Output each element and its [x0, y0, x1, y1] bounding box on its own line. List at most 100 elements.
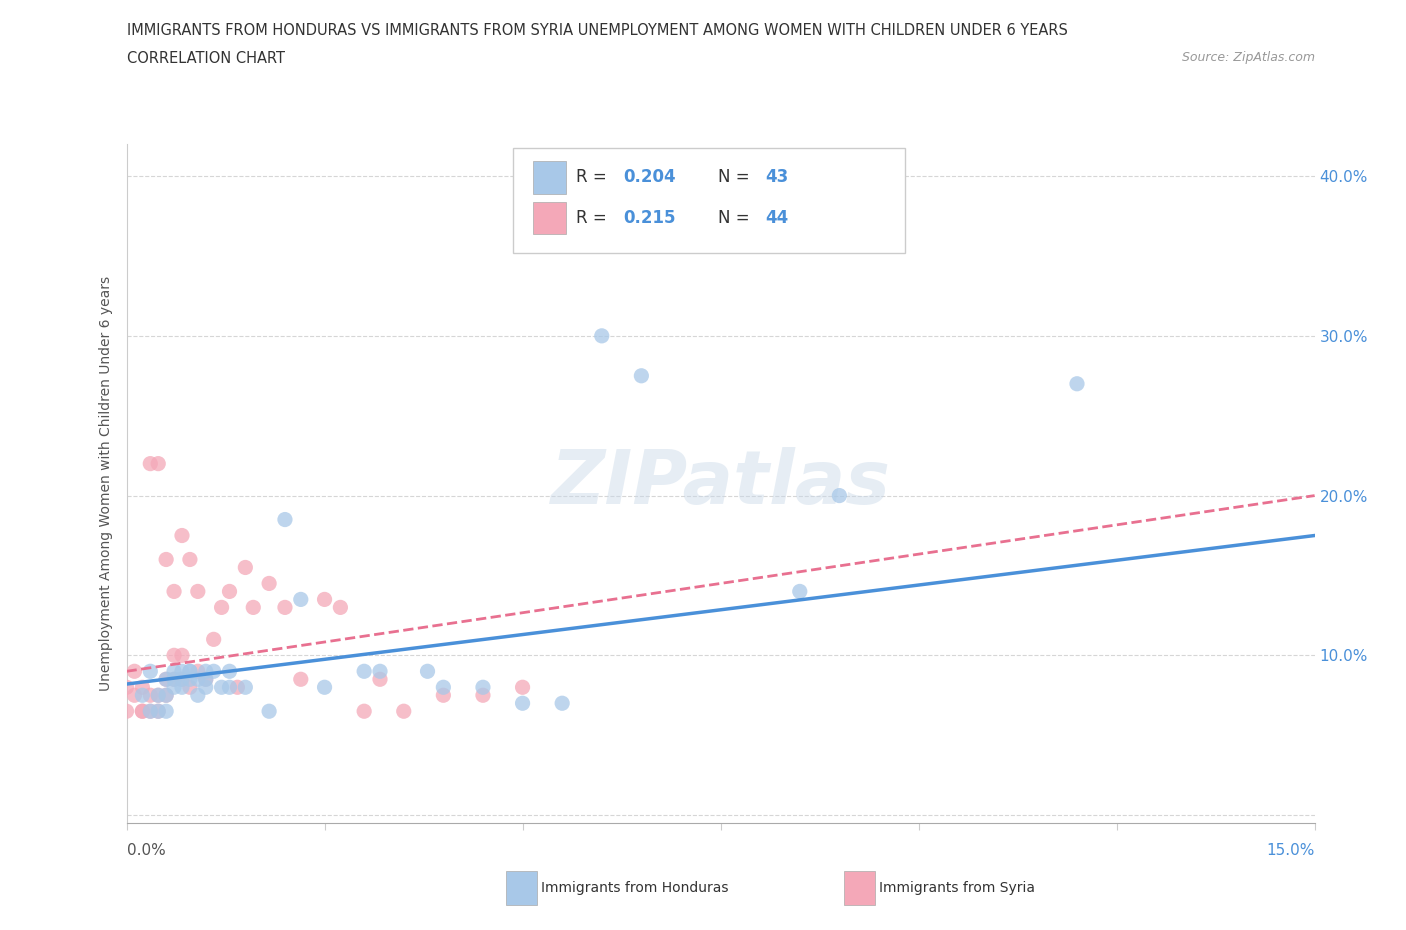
Text: 43: 43: [766, 168, 789, 186]
Point: [353, 664, 375, 679]
Point: [139, 688, 162, 703]
Point: [290, 592, 312, 607]
Point: [115, 704, 138, 719]
Point: [218, 664, 240, 679]
Text: 0.204: 0.204: [623, 168, 676, 186]
Point: [170, 671, 193, 686]
Point: [218, 584, 240, 599]
Point: [131, 704, 153, 719]
Point: [187, 584, 209, 599]
Point: [139, 457, 162, 472]
Point: [233, 560, 256, 575]
Text: R =: R =: [575, 209, 612, 227]
Text: Immigrants from Syria: Immigrants from Syria: [879, 881, 1035, 896]
Point: [353, 704, 375, 719]
Point: [416, 664, 439, 679]
Point: [187, 664, 209, 679]
Point: [115, 680, 138, 695]
Point: [314, 592, 336, 607]
Y-axis label: Unemployment Among Women with Children Under 6 years: Unemployment Among Women with Children U…: [100, 276, 114, 691]
Point: [155, 671, 177, 686]
Point: [194, 680, 217, 695]
Point: [194, 671, 217, 686]
Point: [194, 664, 217, 679]
Point: [155, 552, 177, 567]
Text: 0.0%: 0.0%: [127, 844, 166, 858]
Point: [131, 704, 153, 719]
Point: [202, 631, 225, 646]
Text: 0.215: 0.215: [623, 209, 676, 227]
Point: [242, 600, 264, 615]
Point: [155, 688, 177, 703]
Point: [274, 512, 297, 527]
Point: [179, 664, 201, 679]
Point: [163, 584, 186, 599]
Point: [187, 671, 209, 686]
Point: [155, 704, 177, 719]
Point: [194, 671, 217, 686]
Point: [170, 671, 193, 686]
Point: [290, 671, 312, 686]
Point: [170, 528, 193, 543]
Point: [148, 688, 170, 703]
Point: [131, 688, 153, 703]
Point: [392, 704, 415, 719]
Point: [139, 704, 162, 719]
Text: Immigrants from Honduras: Immigrants from Honduras: [541, 881, 728, 896]
Point: [314, 680, 336, 695]
Point: [148, 704, 170, 719]
Text: IMMIGRANTS FROM HONDURAS VS IMMIGRANTS FROM SYRIA UNEMPLOYMENT AMONG WOMEN WITH : IMMIGRANTS FROM HONDURAS VS IMMIGRANTS F…: [127, 23, 1067, 38]
Point: [329, 600, 352, 615]
Text: ZIPatlas: ZIPatlas: [551, 447, 890, 520]
Point: [257, 704, 280, 719]
Point: [472, 680, 495, 695]
Point: [630, 368, 652, 383]
Text: CORRELATION CHART: CORRELATION CHART: [127, 51, 284, 66]
Point: [226, 680, 249, 695]
Point: [257, 576, 280, 591]
Point: [163, 671, 186, 686]
Point: [432, 688, 454, 703]
Point: [179, 680, 201, 695]
Point: [148, 688, 170, 703]
Text: Source: ZipAtlas.com: Source: ZipAtlas.com: [1181, 51, 1315, 64]
Point: [170, 664, 193, 679]
Point: [155, 671, 177, 686]
Point: [163, 671, 186, 686]
Point: [472, 688, 495, 703]
Point: [551, 696, 574, 711]
Point: [179, 552, 201, 567]
Text: N =: N =: [718, 209, 755, 227]
Point: [274, 600, 297, 615]
Point: [179, 664, 201, 679]
Text: 44: 44: [766, 209, 789, 227]
Point: [124, 688, 146, 703]
Text: N =: N =: [718, 168, 755, 186]
Text: R =: R =: [575, 168, 612, 186]
Point: [139, 704, 162, 719]
Text: 15.0%: 15.0%: [1267, 844, 1315, 858]
Point: [170, 680, 193, 695]
Point: [1066, 377, 1088, 392]
Point: [124, 664, 146, 679]
Point: [233, 680, 256, 695]
Point: [187, 688, 209, 703]
Point: [789, 584, 811, 599]
Point: [148, 704, 170, 719]
Point: [139, 664, 162, 679]
Point: [828, 488, 851, 503]
Point: [131, 680, 153, 695]
Bar: [533, 202, 567, 234]
Point: [170, 648, 193, 663]
Point: [179, 671, 201, 686]
FancyBboxPatch shape: [513, 148, 904, 253]
Point: [163, 648, 186, 663]
Point: [163, 680, 186, 695]
Point: [368, 664, 391, 679]
Bar: [533, 161, 567, 193]
Point: [218, 680, 240, 695]
Point: [211, 600, 233, 615]
Point: [432, 680, 454, 695]
Point: [591, 328, 613, 343]
Point: [368, 671, 391, 686]
